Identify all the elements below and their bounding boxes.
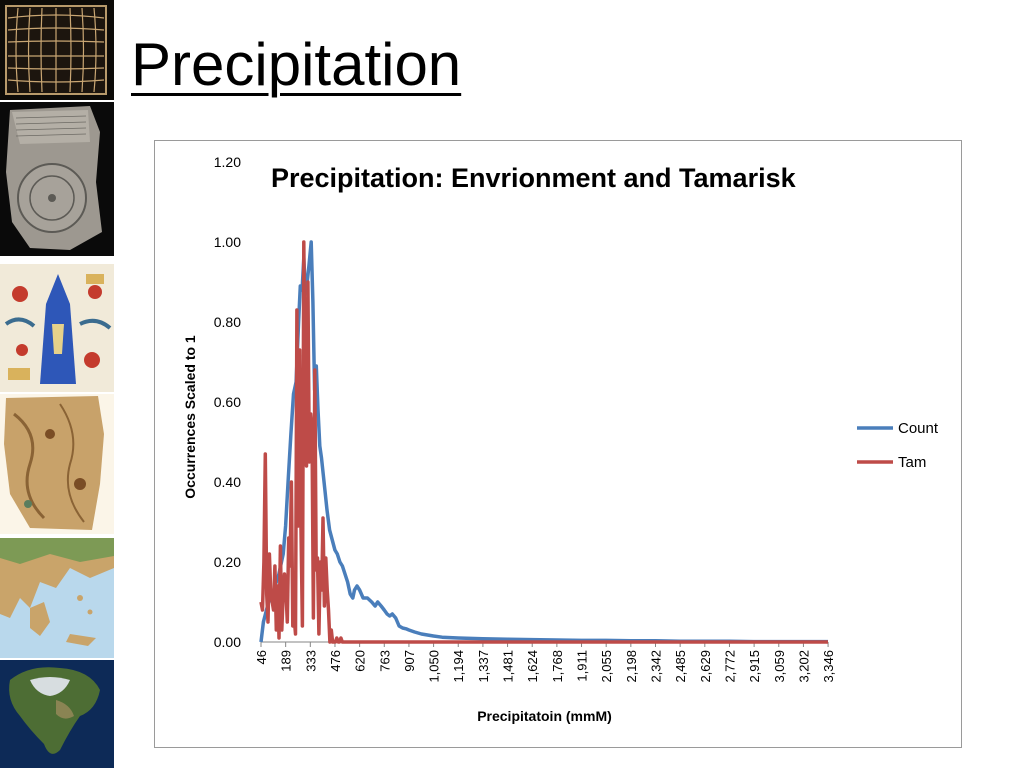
- x-tick-label: 1,911: [575, 650, 590, 682]
- parchment-map-thumbnail: [0, 394, 114, 534]
- x-tick-label: 763: [377, 650, 392, 672]
- x-tick-label: 2,055: [599, 650, 614, 683]
- series-line-tam: [259, 240, 828, 644]
- x-tick-label: 907: [402, 650, 417, 672]
- y-tick-label: 0.60: [214, 394, 241, 410]
- chart-legend: Count Tam: [857, 420, 939, 471]
- x-tick-label: 476: [328, 650, 343, 672]
- legend-label-count: Count: [898, 420, 939, 437]
- y-tick-label: 0.40: [214, 474, 241, 490]
- north-america-satellite-thumbnail: [0, 660, 114, 768]
- x-axis-title: Precipitatoin (mmM): [477, 708, 612, 724]
- medieval-map-thumbnail: [0, 264, 114, 392]
- clay-tablet-map-thumbnail: [0, 102, 114, 256]
- x-tick-label: 1,194: [451, 650, 466, 683]
- x-tick-label: 46: [254, 650, 269, 664]
- x-tick-label: 620: [353, 650, 368, 672]
- chart-title: Precipitation: Envrionment and Tamarisk: [271, 163, 797, 193]
- x-tick-label: 1,768: [550, 650, 565, 683]
- greece-relief-map-thumbnail: [0, 538, 114, 658]
- x-tick-label: 3,059: [772, 650, 787, 683]
- x-tick-label: 2,342: [648, 650, 663, 683]
- grid-map-thumbnail: [0, 0, 114, 100]
- y-tick-label: 0.00: [214, 634, 241, 650]
- series-line-count: [259, 240, 828, 644]
- x-tick-label: 1,481: [501, 650, 516, 683]
- y-tick-label: 0.20: [214, 554, 241, 570]
- x-tick-label: 2,629: [698, 650, 713, 683]
- y-tick-label: 1.20: [214, 154, 241, 170]
- x-tick-label: 3,346: [821, 650, 836, 683]
- thumbnail-strip: [0, 0, 114, 768]
- x-tick-label: 3,202: [796, 650, 811, 683]
- x-tick-label: 1,624: [525, 650, 540, 683]
- x-tick-label: 1,337: [476, 650, 491, 683]
- y-tick-label: 1.00: [214, 234, 241, 250]
- x-tick-label: 1,050: [427, 650, 442, 683]
- x-tick-label: 2,915: [747, 650, 762, 683]
- x-tick-label: 189: [279, 650, 294, 672]
- precipitation-chart: Precipitation: Envrionment and Tamarisk …: [182, 154, 939, 724]
- x-tick-label: 2,198: [624, 650, 639, 683]
- x-tick-label: 333: [303, 650, 318, 672]
- chart-container: Precipitation: Envrionment and Tamarisk …: [154, 140, 962, 748]
- slide-title: Precipitation: [131, 31, 462, 98]
- legend-label-tam: Tam: [898, 454, 926, 471]
- x-tick-label: 2,772: [722, 650, 737, 683]
- x-tick-label: 2,485: [673, 650, 688, 683]
- y-tick-label: 0.80: [214, 314, 241, 330]
- y-axis-title: Occurrences Scaled to 1: [182, 335, 198, 499]
